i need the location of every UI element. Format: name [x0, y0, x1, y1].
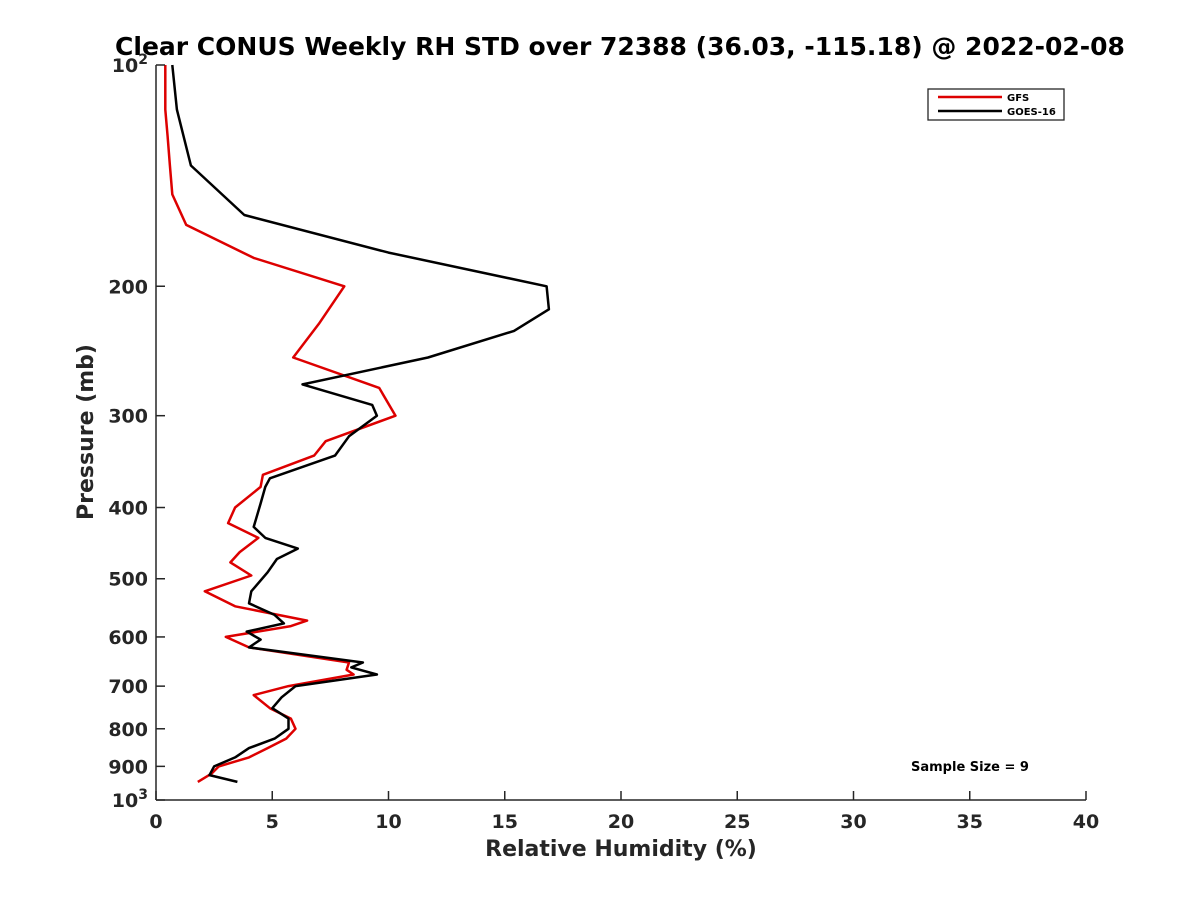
sample-size-annotation: Sample Size = 9: [911, 760, 1029, 775]
x-tick-label: 0: [149, 811, 162, 833]
y-tick-label: 400: [108, 498, 148, 520]
x-axis-label: Relative Humidity (%): [485, 837, 757, 862]
legend: GFS GOES-16: [927, 88, 1065, 121]
y-tick-label: 500: [108, 569, 148, 591]
x-tick-label: 25: [724, 811, 750, 833]
x-tick-label: 40: [1073, 811, 1099, 833]
y-tick-label: 600: [108, 627, 148, 649]
y-axis-label: Pressure (mb): [74, 344, 99, 520]
x-tick-label: 10: [375, 811, 401, 833]
x-tick-label: 30: [840, 811, 866, 833]
legend-box: [927, 88, 1065, 121]
series-layer: [164, 64, 551, 784]
series-line-goes-16: [171, 64, 551, 784]
y-tick-label: 200: [108, 276, 148, 298]
y-tick-label: 800: [108, 719, 148, 741]
plot-area: 0 5 10 15 20 25 30 35 40 102 200 300 400 500 600 700 80…: [108, 52, 1099, 833]
chart-title: Clear CONUS Weekly RH STD over 72388 (36…: [115, 32, 1125, 61]
y-tick-label: 900: [108, 756, 148, 778]
legend-label-gfs: GFS: [1007, 93, 1029, 104]
x-tick-label: 35: [957, 811, 983, 833]
y-tick-label: 102: [112, 52, 148, 77]
y-tick-label: 300: [108, 406, 148, 428]
y-tick-label: 700: [108, 676, 148, 698]
series-line-gfs: [164, 65, 397, 783]
y-axis-ticks: 102 200 300 400 500 600 700 800 900 103: [108, 52, 165, 812]
x-axis-ticks: 0 5 10 15 20 25 30 35 40: [149, 791, 1099, 833]
x-tick-label: 15: [492, 811, 518, 833]
x-tick-label: 5: [266, 811, 279, 833]
y-tick-label: 103: [112, 787, 148, 812]
x-tick-label: 20: [608, 811, 634, 833]
legend-label-goes-16: GOES-16: [1007, 107, 1056, 118]
